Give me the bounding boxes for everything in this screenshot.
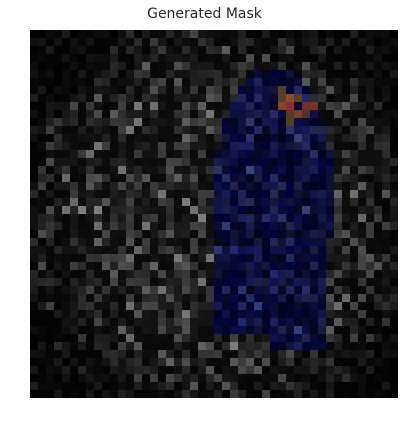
mask-canvas [30, 30, 398, 398]
figure-title: Generated Mask [147, 6, 262, 22]
generated-mask-image [30, 30, 398, 398]
